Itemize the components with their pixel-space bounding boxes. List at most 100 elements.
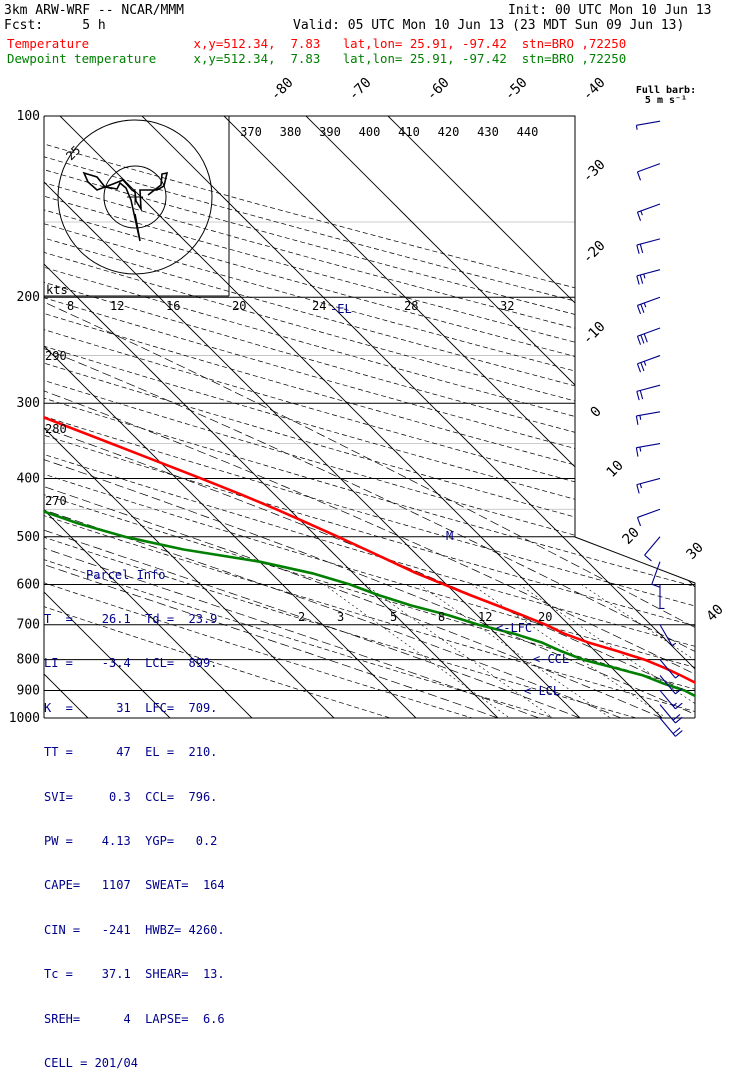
wind-barb-flag <box>644 554 652 562</box>
pressure-tick-label: 500 <box>17 530 40 545</box>
wind-barb-flag <box>636 305 642 315</box>
mixing-ratio-label: 16 <box>166 299 180 313</box>
hodograph-ring <box>103 165 167 229</box>
plot-border <box>44 115 696 718</box>
wind-barb-flag <box>675 730 683 737</box>
wind-barb <box>636 327 661 345</box>
wind-barb-flag <box>651 583 661 588</box>
dry-adiabat-line <box>44 116 637 719</box>
wind-barb-flag <box>675 687 683 695</box>
isotherm-line <box>44 116 499 719</box>
isotherm-line <box>44 116 581 719</box>
wind-barb-flag <box>672 727 681 735</box>
el-marker: -EL <box>330 302 352 316</box>
pressure-tick-label: 400 <box>17 471 40 486</box>
wind-barb-staff <box>644 536 661 556</box>
wind-barb <box>636 269 661 285</box>
isotherm-label: 10 <box>604 458 627 481</box>
mixing-ratio-label: 20 <box>538 610 552 624</box>
wind-barb <box>651 561 661 588</box>
dry-adiabat-line <box>44 116 695 719</box>
pressure-tick-label: 700 <box>17 618 40 633</box>
mixing-ratio-line <box>419 584 611 719</box>
barb-legend-title: Full barb: <box>636 85 696 96</box>
wind-barb-flag <box>640 334 645 344</box>
wind-barb <box>636 477 661 494</box>
dry-adiabat-line <box>44 116 695 719</box>
mixing-ratio-line <box>323 584 510 719</box>
wind-barb-flag <box>635 447 639 457</box>
wind-barb-flag <box>643 333 648 343</box>
isotherm-line <box>44 116 89 719</box>
valid-time: Valid: 05 UTC Mon 10 Jun 13 (23 MDT Sun … <box>293 18 685 33</box>
parcel-row: K = 31 LFC= 709. <box>44 700 218 715</box>
parcel-row: CAPE= 1107 SWEAT= 164 <box>44 878 225 893</box>
wind-barb-staff <box>659 659 676 679</box>
wind-barb-flag <box>636 244 640 254</box>
init-time: Init: 00 UTC Mon 10 Jun 13 <box>508 3 712 18</box>
moist-adiabat-line <box>44 296 581 719</box>
wind-barb-staff <box>659 704 676 724</box>
parcel-row: CIN = -241 HWBZ= 4260. <box>44 922 225 937</box>
theta-label: 440 <box>517 125 539 139</box>
wind-barb-flag <box>675 702 683 710</box>
isotherm-label: -30 <box>580 157 609 186</box>
wind-barb-flag <box>675 716 683 724</box>
dry-adiabat-line <box>44 116 695 719</box>
moist-adiabat-line <box>44 296 695 719</box>
wind-barb-half-flag <box>643 273 646 279</box>
wind-barb-staff <box>637 508 661 518</box>
wind-barb <box>659 675 683 695</box>
wind-barb <box>659 690 683 710</box>
isotherm-line <box>387 116 695 719</box>
dewpoint-trace <box>44 116 695 720</box>
m-marker: M <box>446 529 453 543</box>
wind-barb-flag <box>636 363 642 373</box>
wind-barb <box>636 508 661 527</box>
parcel-row: T = 26.1 Td = 23.9 <box>44 611 218 626</box>
wind-barb <box>659 584 665 609</box>
wind-barb-flag <box>636 275 640 285</box>
wind-barb <box>659 659 680 679</box>
wind-barb-flag <box>640 362 645 372</box>
isotherm-label: -40 <box>580 75 609 104</box>
wind-barb-flag <box>636 517 642 527</box>
moist-adiabat-line <box>44 296 695 719</box>
parcel-row: Tc = 37.1 SHEAR= 13. <box>44 967 225 982</box>
wind-barb-flag <box>636 391 640 401</box>
wind-barb-staff <box>651 561 661 585</box>
wind-barb-flag <box>639 244 644 253</box>
wind-barb-flag <box>635 415 639 425</box>
wind-barb <box>659 624 677 647</box>
wind-barb-half-flag <box>640 210 643 216</box>
dry-adiabat-line <box>44 116 555 719</box>
dry-adiabat-line <box>44 116 695 719</box>
dry-adiabat-line <box>44 116 695 719</box>
wind-barb-flag <box>639 274 644 284</box>
ccl-marker: <-CCL <box>533 652 569 666</box>
wind-barb <box>636 384 661 401</box>
barb-legend-value: 5 m s⁻¹ <box>645 95 687 106</box>
isotherm-label: 0 <box>588 404 605 421</box>
temperature-legend: Temperature x,y=512.34, 7.83 lat,lon= 25… <box>7 36 627 51</box>
dry-adiabat-line <box>44 116 695 719</box>
hodograph-ring-label: 25 <box>63 143 83 163</box>
moist-adiabat-line <box>44 296 540 719</box>
moist-adiabat-line <box>44 296 499 719</box>
wind-barb-staff <box>659 675 676 695</box>
mixing-ratio-label: 12 <box>110 299 124 313</box>
dry-adiabat-line <box>44 116 695 719</box>
isotherm-line <box>141 116 695 719</box>
wind-barb-staff <box>636 120 661 126</box>
hodograph-units-label: kts <box>46 283 68 297</box>
isotherm-label: -80 <box>268 75 297 104</box>
parcel-row: TT = 47 EL = 210. <box>44 745 218 760</box>
wind-barb <box>659 704 683 724</box>
wind-barb-half-flag <box>639 483 642 489</box>
theta-label: 390 <box>319 125 341 139</box>
wind-barb-half-flag <box>639 415 642 420</box>
isotherm-label: 30 <box>684 540 707 563</box>
theta-label: 400 <box>359 125 381 139</box>
isotherm-label: 40 <box>704 602 727 625</box>
